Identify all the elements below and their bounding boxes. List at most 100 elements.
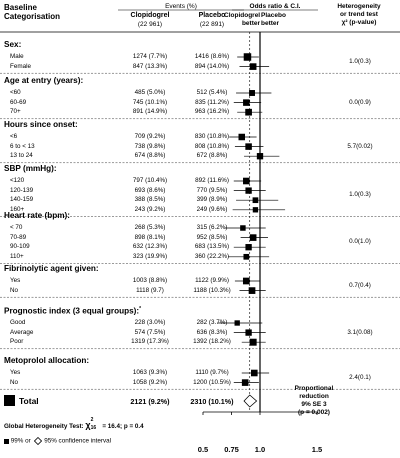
placebo-events: 249 (9.6%) <box>196 205 228 213</box>
footnote-mark: * <box>139 306 142 312</box>
clopidogrel-events: 898 (8.1%) <box>134 233 166 241</box>
estimate-square <box>249 90 255 96</box>
subgroup-label: 70-89 <box>10 233 27 241</box>
heterogeneity-header: Heterogeneity or trend test χ² (p-value) <box>337 3 381 26</box>
subgroup-label: <60 <box>10 89 21 96</box>
estimate-square <box>245 108 252 116</box>
placebo-events: 1416 (8.6%) <box>194 53 230 60</box>
clopidogrel-events: 574 (7.5%) <box>134 328 166 336</box>
estimate-square <box>245 187 252 194</box>
clopidogrel-events: 1063 (9.3%) <box>132 369 168 376</box>
placebo-events: 835 (11.2%) <box>195 98 229 106</box>
section-title: Metoprolol allocation: <box>4 356 90 365</box>
global-heterogeneity-test: Global Heterogeneity Test: χ 2 16 = 16.4; … <box>4 417 144 432</box>
section-title: Hours since onset: <box>4 120 78 129</box>
total-diamond <box>243 394 258 408</box>
open-diamond-icon <box>34 436 43 446</box>
section-title: Fibrinolytic agent given: <box>4 264 99 273</box>
placebo-events: 1188 (10.3%) <box>193 286 231 294</box>
placebo-events: 892 (11.6%) <box>195 177 229 184</box>
clopidogrel-events: 485 (5.0%) <box>134 89 166 96</box>
placebo-events: 315 (6.2%) <box>196 224 228 231</box>
clopidogrel-n: (22 961) <box>137 21 163 28</box>
subgroup-label: <120 <box>10 177 25 184</box>
odds-ratio-header: Odds ratio & C.I. <box>249 3 301 10</box>
legend: 99% or 95% confidence interval <box>4 436 111 446</box>
estimate-square <box>256 153 264 160</box>
clopidogrel-events: 745 (10.1%) <box>132 98 168 106</box>
estimate-square <box>245 143 252 150</box>
clopidogrel-events: 674 (8.8%) <box>134 152 166 160</box>
total-clopidogrel-events: 2121 (9.2%) <box>130 397 170 406</box>
placebo-events: 512 (5.4%) <box>196 89 228 96</box>
clopidogrel-events: 847 (13.3%) <box>132 62 168 70</box>
heterogeneity-value: 0.0(0.9) <box>349 98 371 106</box>
filled-square-icon <box>4 438 9 444</box>
clopidogrel-events: 1118 (9.7) <box>136 286 164 294</box>
subgroup-label: 140-159 <box>10 196 34 204</box>
placebo-events: 963 (16.2%) <box>194 108 230 116</box>
subgroup-label: 13 to 24 <box>10 152 33 160</box>
clopidogrel-events: 797 (10.4%) <box>132 177 168 184</box>
estimate-square <box>252 197 259 204</box>
heterogeneity-value: 5.7(0.02) <box>347 142 373 150</box>
estimate-square <box>252 207 259 213</box>
section-title: Age at entry (years): <box>4 76 84 85</box>
clopidogrel-events: 1319 (17.3%) <box>131 338 169 346</box>
clopidogrel-events: 632 (12.3%) <box>132 243 168 251</box>
subgroup-label: Poor <box>10 338 24 346</box>
placebo-events: 672 (8.8%) <box>196 152 228 160</box>
estimate-square <box>249 63 257 70</box>
estimate-square <box>243 99 250 106</box>
x-tick-label: 0.5 <box>198 445 208 454</box>
heterogeneity-value: 1.0(0.3) <box>349 191 371 199</box>
estimate-square <box>243 53 252 61</box>
placebo-n: (22 891) <box>199 21 225 28</box>
placebo-events: 952 (8.5%) <box>196 233 228 241</box>
estimate-square <box>243 253 250 260</box>
clopidogrel-events: 243 (9.2%) <box>134 205 166 213</box>
clopidogrel-events: 693 (8.6%) <box>134 186 166 194</box>
clopidogrel-events: 709 (9.2%) <box>134 133 166 140</box>
baseline-header: Baseline Categorisation <box>4 3 61 21</box>
estimate-square <box>240 225 246 231</box>
placebo-events: 282 (3.7%) <box>196 319 228 326</box>
heterogeneity-value: 3.1(0.08) <box>347 328 373 336</box>
heterogeneity-value: 0.0(1.0) <box>349 238 371 246</box>
placebo-header: Placebo <box>198 12 226 19</box>
placebo-events: 830 (10.8%) <box>194 133 230 140</box>
estimate-square <box>249 234 257 241</box>
clopidogrel-events: 891 (14.9%) <box>132 108 168 116</box>
events-header: Events (%) <box>165 3 197 10</box>
clopidogrel-events: 1058 (9.2%) <box>132 378 168 386</box>
subgroup-label: 120-139 <box>10 186 34 194</box>
clopidogrel-events: 323 (19.9%) <box>132 252 168 260</box>
section-title: SBP (mmHg): <box>4 164 57 173</box>
subgroup-label: Yes <box>10 369 21 376</box>
subgroup-label: 70+ <box>10 108 21 116</box>
subgroup-label: 6 to < 13 <box>10 142 35 150</box>
subgroup-label: 90-109 <box>10 243 30 251</box>
placebo-events: 1200 (10.5%) <box>193 378 231 386</box>
total-square-icon <box>4 395 15 406</box>
proportional-reduction: Proportional reduction 9% SE 3 (p = 0.00… <box>294 385 334 416</box>
total-label: Total <box>19 396 39 406</box>
estimate-square <box>241 379 249 386</box>
clopidogrel-events: 228 (3.0%) <box>134 319 166 326</box>
placebo-events: 399 (8.9%) <box>196 196 228 204</box>
subgroup-label: 160+ <box>10 205 25 213</box>
clopidogrel-events: 1274 (7.7%) <box>132 53 168 60</box>
section-title: Prognostic index (3 equal groups):* <box>4 306 142 316</box>
heterogeneity-value: 1.0(0.3) <box>349 57 371 65</box>
estimate-square <box>243 177 250 185</box>
subgroup-label: <6 <box>10 133 18 140</box>
subgroup-label: Average <box>10 328 34 336</box>
estimate-square <box>251 369 258 377</box>
heterogeneity-value: 2.4(0.1) <box>349 373 371 381</box>
placebo-events: 894 (14.0%) <box>194 62 230 70</box>
subgroup-label: < 70 <box>10 224 23 231</box>
heterogeneity-value: 0.7(0.4) <box>349 281 371 289</box>
clopidogrel-events: 388 (8.5%) <box>134 196 166 204</box>
subgroup-label: No <box>10 378 19 386</box>
